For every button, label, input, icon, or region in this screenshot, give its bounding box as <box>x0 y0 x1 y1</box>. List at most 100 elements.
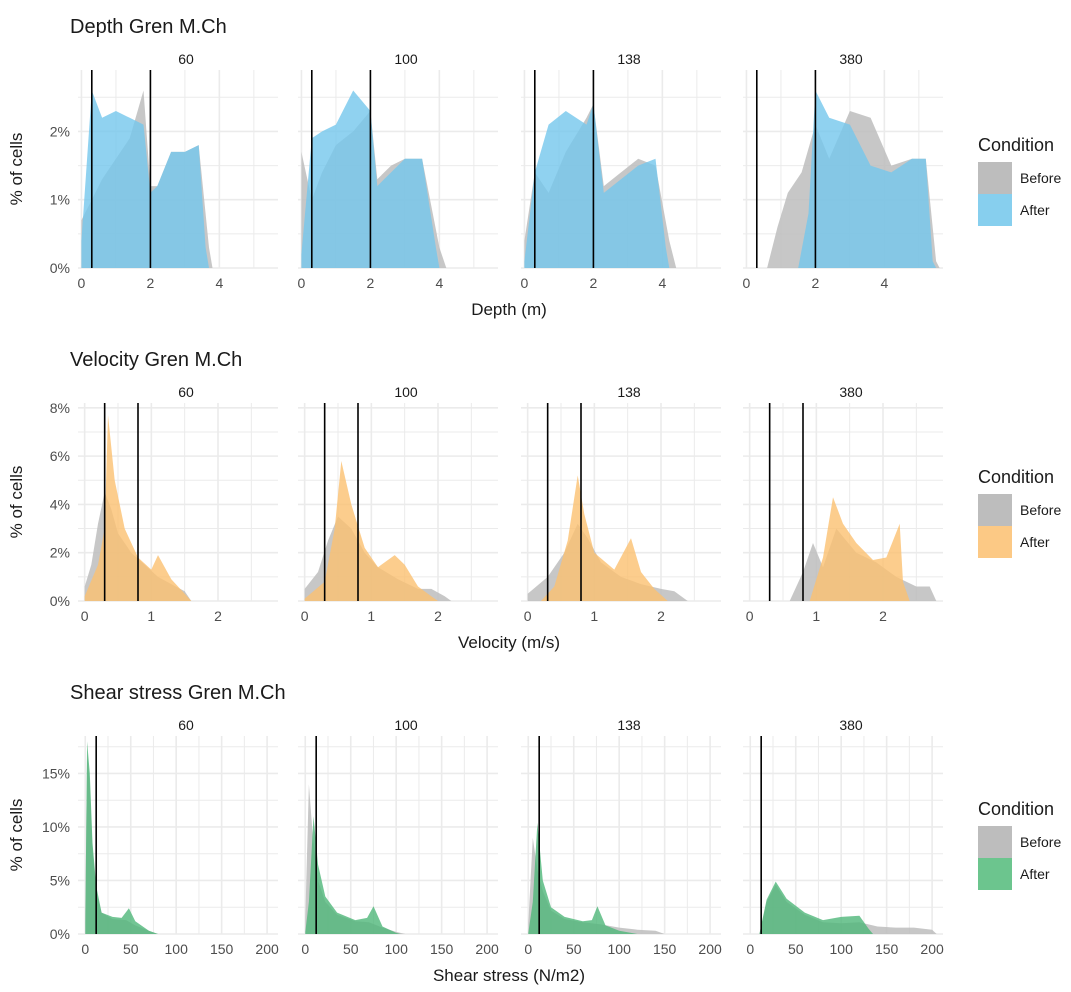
legend-title: Condition <box>978 467 1055 487</box>
x-tick-label: 1 <box>367 608 375 624</box>
y-tick-label: 6% <box>50 448 70 464</box>
legend-label-before: Before <box>1020 170 1062 186</box>
x-tick-label: 50 <box>566 941 582 957</box>
facet-label: 380 <box>839 51 863 67</box>
facet-label: 138 <box>617 717 641 733</box>
x-tick-label: 1 <box>812 608 820 624</box>
area-after <box>759 881 873 934</box>
area-after <box>81 90 209 268</box>
x-tick-label: 4 <box>435 275 443 291</box>
x-axis-label: Depth (m) <box>471 300 547 319</box>
area-after <box>85 741 158 934</box>
legend-velocity: Condition Before After <box>978 467 1068 558</box>
legend-label-before: Before <box>1020 834 1062 850</box>
x-tick-label: 2 <box>657 608 665 624</box>
facet-label: 100 <box>394 717 418 733</box>
facet-label: 60 <box>178 717 194 733</box>
x-tick-label: 0 <box>301 608 309 624</box>
y-axis-label: % of cells <box>7 466 26 539</box>
legend-title: Condition <box>978 799 1055 819</box>
area-after <box>305 816 401 934</box>
chart-title: Shear stress Gren M.Ch <box>70 682 286 704</box>
x-tick-label: 0 <box>521 275 529 291</box>
x-tick-label: 0 <box>81 941 89 957</box>
x-tick-label: 150 <box>430 941 454 957</box>
x-tick-label: 200 <box>698 941 722 957</box>
facet-label: 100 <box>394 51 418 67</box>
legend-item-after: After <box>978 526 1068 558</box>
legend-label-after: After <box>1020 534 1050 550</box>
legend-label-after: After <box>1020 866 1050 882</box>
x-tick-label: 4 <box>880 275 888 291</box>
facet-label: 60 <box>178 51 194 67</box>
area-after <box>798 90 937 268</box>
x-tick-label: 50 <box>343 941 359 957</box>
y-tick-label: 4% <box>50 496 70 512</box>
y-tick-label: 2% <box>50 545 70 561</box>
chart-title: Depth Gren M.Ch <box>70 16 227 38</box>
legend-item-after: After <box>978 194 1068 226</box>
legend-title: Condition <box>978 135 1055 155</box>
legend-key-before <box>978 494 1012 526</box>
y-tick-label: 0% <box>50 260 70 276</box>
area-after <box>304 461 438 601</box>
legend-depth: Condition Before After <box>978 135 1068 226</box>
x-tick-label: 100 <box>385 941 409 957</box>
area-after <box>524 104 670 268</box>
x-tick-label: 100 <box>830 941 854 957</box>
y-tick-label: 2% <box>50 123 70 139</box>
legend-item-before: Before <box>978 494 1068 526</box>
legend-key-after <box>978 526 1012 558</box>
x-tick-label: 2 <box>590 275 598 291</box>
x-tick-label: 150 <box>653 941 677 957</box>
y-tick-label: 0% <box>50 926 70 942</box>
x-tick-label: 2 <box>147 275 155 291</box>
y-tick-label: 10% <box>42 819 70 835</box>
legend-label-before: Before <box>1020 502 1062 518</box>
x-tick-label: 4 <box>215 275 223 291</box>
area-after <box>528 822 638 934</box>
y-tick-label: 15% <box>42 765 70 781</box>
legend-item-after: After <box>978 858 1068 890</box>
area-after <box>541 475 668 601</box>
legend-key-before <box>978 162 1012 194</box>
y-axis-label: % of cells <box>7 133 26 206</box>
x-tick-label: 4 <box>658 275 666 291</box>
x-tick-label: 50 <box>123 941 139 957</box>
x-tick-label: 200 <box>255 941 279 957</box>
x-tick-label: 0 <box>743 275 751 291</box>
x-tick-label: 1 <box>147 608 155 624</box>
legend-key-before <box>978 826 1012 858</box>
x-tick-label: 2 <box>434 608 442 624</box>
x-tick-label: 0 <box>298 275 306 291</box>
facet-label: 60 <box>178 384 194 400</box>
y-tick-label: 0% <box>50 593 70 609</box>
x-tick-label: 2 <box>879 608 887 624</box>
x-tick-label: 200 <box>920 941 944 957</box>
x-tick-label: 0 <box>524 608 532 624</box>
x-tick-label: 150 <box>875 941 899 957</box>
legend-label-after: After <box>1020 202 1050 218</box>
x-tick-label: 0 <box>301 941 309 957</box>
legend-key-after <box>978 194 1012 226</box>
legend-item-before: Before <box>978 826 1068 858</box>
y-tick-label: 5% <box>50 872 70 888</box>
area-after <box>84 415 192 601</box>
facet-label: 380 <box>839 717 863 733</box>
facet-label: 380 <box>839 384 863 400</box>
x-tick-label: 2 <box>812 275 820 291</box>
facet-label: 138 <box>617 51 641 67</box>
facet-label: 138 <box>617 384 641 400</box>
x-axis-label: Shear stress (N/m2) <box>433 966 585 985</box>
facet-label: 100 <box>394 384 418 400</box>
x-tick-label: 2 <box>367 275 375 291</box>
x-tick-label: 0 <box>78 275 86 291</box>
x-tick-label: 100 <box>608 941 632 957</box>
y-axis-label: % of cells <box>7 799 26 872</box>
x-tick-label: 0 <box>746 941 754 957</box>
legend-shear-stress: Condition Before After <box>978 799 1068 890</box>
x-tick-label: 50 <box>788 941 804 957</box>
y-tick-label: 1% <box>50 192 70 208</box>
chart-title: Velocity Gren M.Ch <box>70 349 242 371</box>
